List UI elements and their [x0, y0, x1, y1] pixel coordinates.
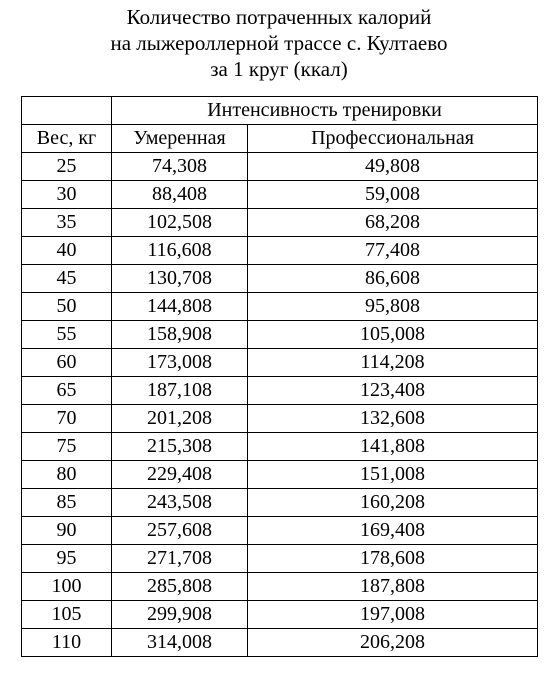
table-row: 50 144,808 95,808 [21, 292, 538, 321]
cell-moderate: 229,408 [111, 460, 248, 489]
table-row: 90 257,608 169,408 [21, 516, 538, 545]
title-line-2: на лыжероллерной трассе с. Култаево [110, 31, 448, 55]
cell-weight: 60 [21, 348, 112, 377]
cell-weight: 80 [21, 460, 112, 489]
cell-moderate: 299,908 [111, 600, 248, 629]
table-row: 35 102,508 68,208 [21, 208, 538, 237]
header-weight: Вес, кг [21, 124, 112, 153]
empty-corner-cell [21, 96, 112, 125]
title-line-3: за 1 круг (ккал) [210, 57, 348, 81]
cell-moderate: 116,608 [111, 236, 248, 265]
table-row: 110 314,008 206,208 [21, 628, 538, 657]
cell-professional: 187,808 [247, 572, 538, 601]
cell-professional: 178,608 [247, 544, 538, 573]
cell-weight: 50 [21, 292, 112, 321]
cell-weight: 95 [21, 544, 112, 573]
cell-moderate: 173,008 [111, 348, 248, 377]
cell-professional: 123,408 [247, 376, 538, 405]
table-row: 95 271,708 178,608 [21, 544, 538, 573]
cell-professional: 206,208 [247, 628, 538, 657]
cell-professional: 95,808 [247, 292, 538, 321]
table-row: 25 74,308 49,808 [21, 152, 538, 181]
table-row: 100 285,808 187,808 [21, 572, 538, 601]
cell-moderate: 314,008 [111, 628, 248, 657]
cell-professional: 49,808 [247, 152, 538, 181]
table-row: 70 201,208 132,608 [21, 404, 538, 433]
title-line-1: Количество потраченных калорий [126, 5, 432, 29]
cell-professional: 68,208 [247, 208, 538, 237]
cell-professional: 169,408 [247, 516, 538, 545]
cell-moderate: 201,208 [111, 404, 248, 433]
cell-professional: 151,008 [247, 460, 538, 489]
cell-weight: 40 [21, 236, 112, 265]
cell-professional: 114,208 [247, 348, 538, 377]
table-row: 60 173,008 114,208 [21, 348, 538, 377]
table-row: 85 243,508 160,208 [21, 488, 538, 517]
header-professional: Профессиональная [247, 124, 538, 153]
cell-weight: 100 [21, 572, 112, 601]
table-header-row: Вес, кг Умеренная Профессиональная [21, 124, 538, 153]
table-body: 25 74,308 49,808 30 88,408 59,008 35 102,508 68,… [21, 152, 538, 657]
cell-moderate: 187,108 [111, 376, 248, 405]
table-row: 55 158,908 105,008 [21, 320, 538, 349]
cell-professional: 197,008 [247, 600, 538, 629]
cell-moderate: 285,808 [111, 572, 248, 601]
cell-weight: 70 [21, 404, 112, 433]
table-row: 40 116,608 77,408 [21, 236, 538, 265]
calories-table: Интенсивность тренировки Вес, кг Умеренн… [21, 96, 538, 657]
cell-professional: 160,208 [247, 488, 538, 517]
table-row: 105 299,908 197,008 [21, 600, 538, 629]
cell-professional: 141,808 [247, 432, 538, 461]
cell-professional: 86,608 [247, 264, 538, 293]
cell-weight: 45 [21, 264, 112, 293]
cell-weight: 110 [21, 628, 112, 657]
cell-weight: 25 [21, 152, 112, 181]
cell-professional: 105,008 [247, 320, 538, 349]
table-group-header-row: Интенсивность тренировки [21, 96, 538, 125]
cell-professional: 77,408 [247, 236, 538, 265]
cell-moderate: 74,308 [111, 152, 248, 181]
cell-professional: 59,008 [247, 180, 538, 209]
cell-moderate: 102,508 [111, 208, 248, 237]
cell-weight: 90 [21, 516, 112, 545]
cell-weight: 75 [21, 432, 112, 461]
cell-moderate: 243,508 [111, 488, 248, 517]
cell-moderate: 130,708 [111, 264, 248, 293]
table-row: 45 130,708 86,608 [21, 264, 538, 293]
cell-moderate: 257,608 [111, 516, 248, 545]
cell-moderate: 88,408 [111, 180, 248, 209]
cell-weight: 105 [21, 600, 112, 629]
cell-weight: 65 [21, 376, 112, 405]
table-row: 80 229,408 151,008 [21, 460, 538, 489]
table-row: 30 88,408 59,008 [21, 180, 538, 209]
table-row: 75 215,308 141,808 [21, 432, 538, 461]
cell-weight: 30 [21, 180, 112, 209]
header-moderate: Умеренная [111, 124, 248, 153]
cell-moderate: 144,808 [111, 292, 248, 321]
cell-moderate: 158,908 [111, 320, 248, 349]
table-row: 65 187,108 123,408 [21, 376, 538, 405]
cell-moderate: 215,308 [111, 432, 248, 461]
cell-professional: 132,608 [247, 404, 538, 433]
cell-moderate: 271,708 [111, 544, 248, 573]
cell-weight: 35 [21, 208, 112, 237]
cell-weight: 85 [21, 488, 112, 517]
document-title: Количество потраченных калорий на лыжеро… [0, 4, 558, 82]
cell-weight: 55 [21, 320, 112, 349]
intensity-group-header: Интенсивность тренировки [111, 96, 538, 125]
